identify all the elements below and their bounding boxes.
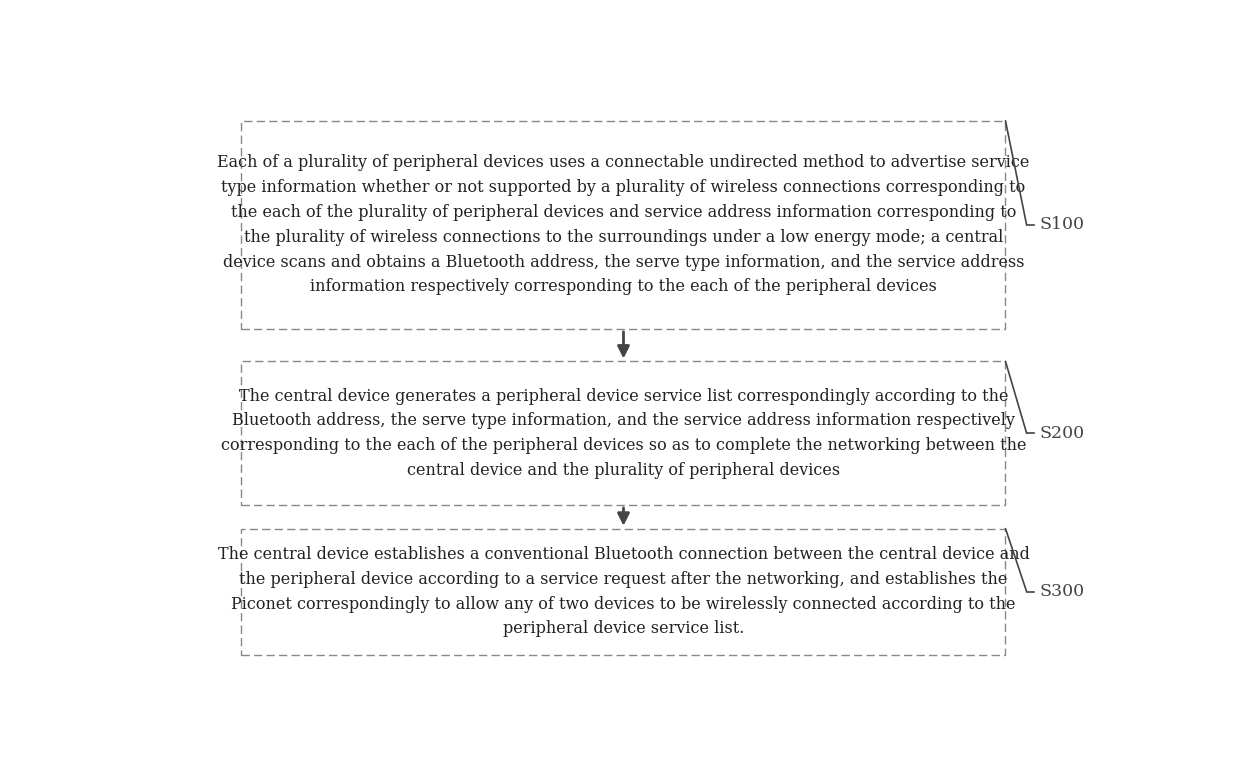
Text: The central device generates a peripheral device service list correspondingly ac: The central device generates a periphera… [221, 388, 1027, 479]
Text: The central device establishes a conventional Bluetooth connection between the c: The central device establishes a convent… [217, 546, 1029, 637]
Text: S200: S200 [1039, 424, 1084, 442]
Text: S100: S100 [1039, 216, 1084, 233]
Bar [242, 529, 1006, 655]
Text: Each of a plurality of peripheral devices uses a connectable undirected method t: Each of a plurality of peripheral device… [217, 155, 1029, 296]
Text: S300: S300 [1039, 583, 1084, 600]
Bar [242, 361, 1006, 505]
Bar [242, 121, 1006, 329]
